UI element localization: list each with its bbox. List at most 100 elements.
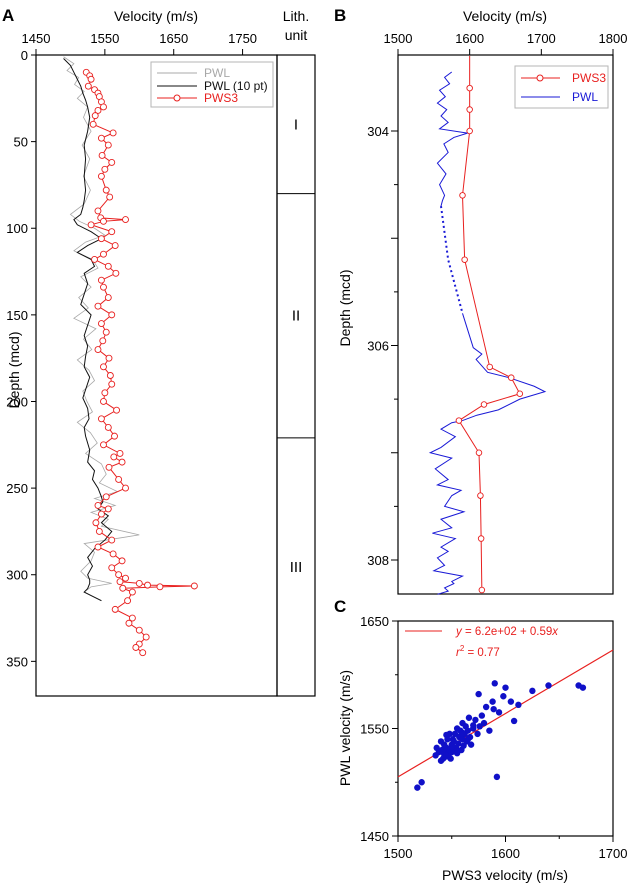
panel-a-series-pwl-10-pt- <box>63 58 113 602</box>
panel-a-pws3-point <box>100 363 107 371</box>
panel-a-pws3-point <box>100 441 107 449</box>
panel-c-fit-line <box>397 649 614 778</box>
panel-a-pws3-point <box>156 583 164 591</box>
panel-c-scatter-point <box>476 723 483 730</box>
panel-a-series-pws3 <box>85 71 195 654</box>
panel-a-y-tick-label: 0 <box>21 48 28 63</box>
panel-a-pws3-point <box>128 588 136 596</box>
panel-a-pws3-point <box>94 207 102 215</box>
panel-a-pws3-point <box>132 644 140 651</box>
panel-a-pws3-point <box>97 276 105 284</box>
panel-c-x-tick-label: 1500 <box>384 846 413 861</box>
panel-a-pws3-point <box>100 398 107 405</box>
panel-c-scatter-point <box>433 744 440 752</box>
fit-eq-x: x <box>551 626 559 638</box>
panel-a-pws3-point <box>109 550 117 558</box>
panel-c-scatter-point <box>443 731 450 739</box>
panel-c-scatter-point <box>448 743 455 750</box>
panel-b-pws3-point <box>486 363 493 371</box>
panel-c-scatter-point <box>507 698 515 705</box>
panel-a-pws3-point <box>113 406 121 414</box>
panel-a-pws3-point <box>118 458 126 466</box>
panel-a-pws3-point <box>105 463 113 471</box>
panel-a-pws3-point <box>108 228 116 236</box>
panel-a-y-tick-label: 200 <box>6 394 28 409</box>
panel-c-scatter-point <box>447 755 454 762</box>
lith-unit-label: III <box>290 559 303 576</box>
panel-c-scatter-point <box>500 693 507 700</box>
fit-equation: y = 6.2e+02 + 0.59x <box>455 626 559 638</box>
panel-a-pws3-point <box>116 578 124 586</box>
panel-c-scatter-point <box>489 698 496 705</box>
panel-a-pws3-point <box>91 255 98 263</box>
panel-c-scatter-point <box>453 750 461 757</box>
panel-b-frame <box>397 54 614 595</box>
panel-c-x-tick-label: 1600 <box>491 846 520 861</box>
panel-a-legend: PWL PWL (10 pt) PWS3 <box>150 61 274 108</box>
panel-c-scatter-point <box>457 732 464 740</box>
panel-a-pws3-point <box>109 129 117 137</box>
panel-a-pws3-point <box>106 372 114 379</box>
panel-c-scatter-point <box>493 773 501 781</box>
panel-c-scatter-point <box>510 717 518 725</box>
panel-a-pws3-point <box>100 217 107 225</box>
panel-c-y-tick-label: 1550 <box>360 722 389 737</box>
panel-c-scatter-point <box>502 684 509 691</box>
panel-b-pws3-point <box>477 492 484 499</box>
panel-a-pws3-point <box>95 527 103 535</box>
panel-a-pws3-point <box>110 453 118 461</box>
panel-b-plot <box>428 55 547 595</box>
panel-a-y-tick-label: 100 <box>6 221 28 236</box>
legend-pwl-label: PWL <box>204 66 230 80</box>
panel-a-pws3-point <box>97 320 105 327</box>
lith-unit-label: I <box>294 116 298 133</box>
panel-c-scatter-point <box>414 784 421 791</box>
panel-c-y-title: PWL velocity (m/s) <box>337 670 353 786</box>
legend-b-pwl-label: PWL <box>572 90 598 104</box>
panel-a-pws3-point <box>104 262 112 270</box>
panel-b-x-tick-label: 1600 <box>455 31 484 46</box>
panel-c-scatter-point <box>515 701 522 709</box>
panel-b-x-tick-label: 1500 <box>384 31 413 46</box>
panel-c-y-tick-label: 1450 <box>360 829 389 844</box>
panel-a-pws3-point <box>97 172 105 180</box>
panel-b-pwl-line <box>436 71 468 207</box>
panel-c-plot <box>397 649 614 791</box>
panel-b-pws3-point <box>466 127 473 135</box>
panel-a-pws3-point <box>97 134 105 142</box>
panel-b-legend-box <box>514 65 609 109</box>
panel-b-pws3-line <box>458 55 521 591</box>
panel-b-pws3-point <box>466 106 473 113</box>
panel-c-scatter-point <box>478 712 486 719</box>
panel-a-y-tick-label: 300 <box>6 568 28 583</box>
fit-r2-r: r <box>456 647 461 659</box>
panel-c-scatter-point <box>495 709 503 716</box>
fit-eq-mid: = 6.2e+02 + 0.59 <box>462 626 552 638</box>
panel-a-pws3-point <box>94 302 102 310</box>
panel-a-pws3-point <box>99 337 107 345</box>
panel-b-pws3-point <box>478 586 486 594</box>
panel-a-pws3-point <box>84 82 92 90</box>
panel-b-y-tick-label: 308 <box>367 553 389 568</box>
panel-b-x-tick-label: 1800 <box>599 31 628 46</box>
panel-a-letter: A <box>2 6 14 25</box>
panel-c-ticks: 1500 1600 1700 1450 1550 1650 <box>360 614 627 861</box>
legend-pws3-marker <box>173 94 181 102</box>
panel-a-pws3-point <box>105 354 113 362</box>
panel-c-scatter-point <box>491 680 498 687</box>
fit-r2-val: = 0.77 <box>464 647 500 659</box>
panel-c-scatter-point <box>464 727 472 734</box>
panel-a-pws3-point <box>108 380 116 388</box>
panel-a-pws3-point <box>94 106 102 114</box>
panel-a-plot <box>63 56 198 657</box>
panel-a-pws3-point <box>111 605 119 613</box>
panel-b-pws3-point <box>455 417 463 424</box>
panel-a-y-tick-label: 50 <box>14 135 28 150</box>
panel-a-pws3-point <box>104 505 112 513</box>
panel-b-pws3-point <box>507 374 515 381</box>
panel-a-pws3-point <box>98 152 106 159</box>
panel-b-pws3-point <box>466 84 473 92</box>
panel-a-x-ticks: 1450 1550 1650 1750 0 50 100 150 200 250 300 350 <box>6 31 257 669</box>
panel-c-scatter-point <box>475 690 482 698</box>
panel-c-scatter-point <box>579 684 587 691</box>
